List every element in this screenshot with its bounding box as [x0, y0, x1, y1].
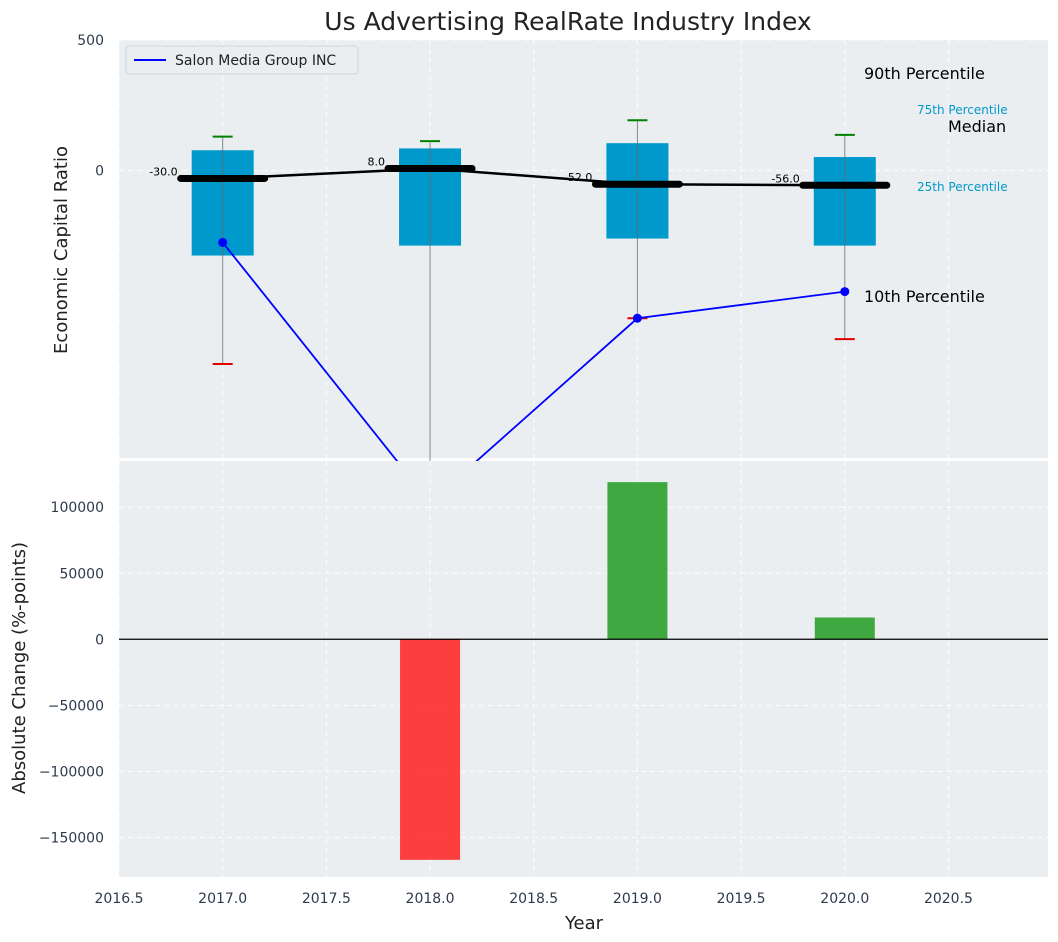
x-tick-label: 2020.0 [820, 891, 869, 907]
bottom-y-tick-label: −50000 [48, 698, 104, 714]
change-bar [814, 617, 875, 640]
top-panel-background [119, 40, 1048, 458]
bottom-y-axis-label: Absolute Change (%-points) [9, 542, 30, 794]
bottom-y-tick-label: −150000 [39, 830, 104, 846]
median-value-label: 8.0 [368, 156, 386, 169]
legend-box [125, 45, 359, 75]
company-series-line [221, 241, 845, 504]
company-series-point [218, 237, 228, 247]
bottom-y-tick-label: −100000 [39, 764, 104, 780]
x-tick-label: 2018.5 [509, 891, 558, 907]
p10-annotation: 10th Percentile [864, 287, 985, 306]
chart-title: Us Advertising RealRate Industry Index [324, 7, 811, 36]
company-series-point [632, 313, 642, 323]
change-bar [607, 482, 668, 640]
x-axis-label: Year [564, 913, 604, 934]
x-tick-label: 2018.0 [406, 891, 455, 907]
legend-label: Salon Media Group INC [175, 53, 336, 69]
bottom-panel-background [119, 461, 1048, 877]
x-tick-label: 2020.5 [924, 891, 973, 907]
p25-annotation: 25th Percentile [917, 180, 1008, 194]
median-value-label: -56.0 [771, 172, 799, 185]
top-y-tick-label: 0 [95, 164, 104, 180]
bottom-y-tick-label: 50000 [59, 566, 104, 582]
bottom-y-tick-label: 0 [95, 632, 104, 648]
legend: Salon Media Group INC [125, 45, 359, 75]
top-y-axis-label: Economic Capital Ratio [51, 146, 72, 354]
x-tick-label: 2019.0 [613, 891, 662, 907]
x-tick-label: 2016.5 [95, 891, 144, 907]
company-series-point [840, 287, 850, 297]
median-annotation: Median [948, 117, 1006, 136]
bottom-y-tick-label: 100000 [51, 500, 104, 516]
x-tick-label: 2017.5 [302, 891, 351, 907]
median-trend-line [222, 167, 845, 187]
median-value-label: -52.0 [564, 171, 592, 184]
bottom-panel-marks [119, 482, 1048, 860]
x-tick-label: 2017.0 [198, 891, 247, 907]
bottom-panel-grid: 2016.5 2017.0 2017.5 2018.0 2018.5 2019.0 2019… [39, 461, 1048, 907]
top-y-tick-label: 500 [77, 33, 104, 49]
top-panel-marks: -30.0 8.0 -52.0 -56.0 [149, 119, 891, 507]
x-tick-label: 2019.5 [717, 891, 766, 907]
p75-annotation: 75th Percentile [917, 103, 1008, 117]
p90-annotation: 90th Percentile [864, 64, 985, 83]
median-value-label: -30.0 [149, 165, 177, 178]
change-bar [400, 639, 461, 860]
